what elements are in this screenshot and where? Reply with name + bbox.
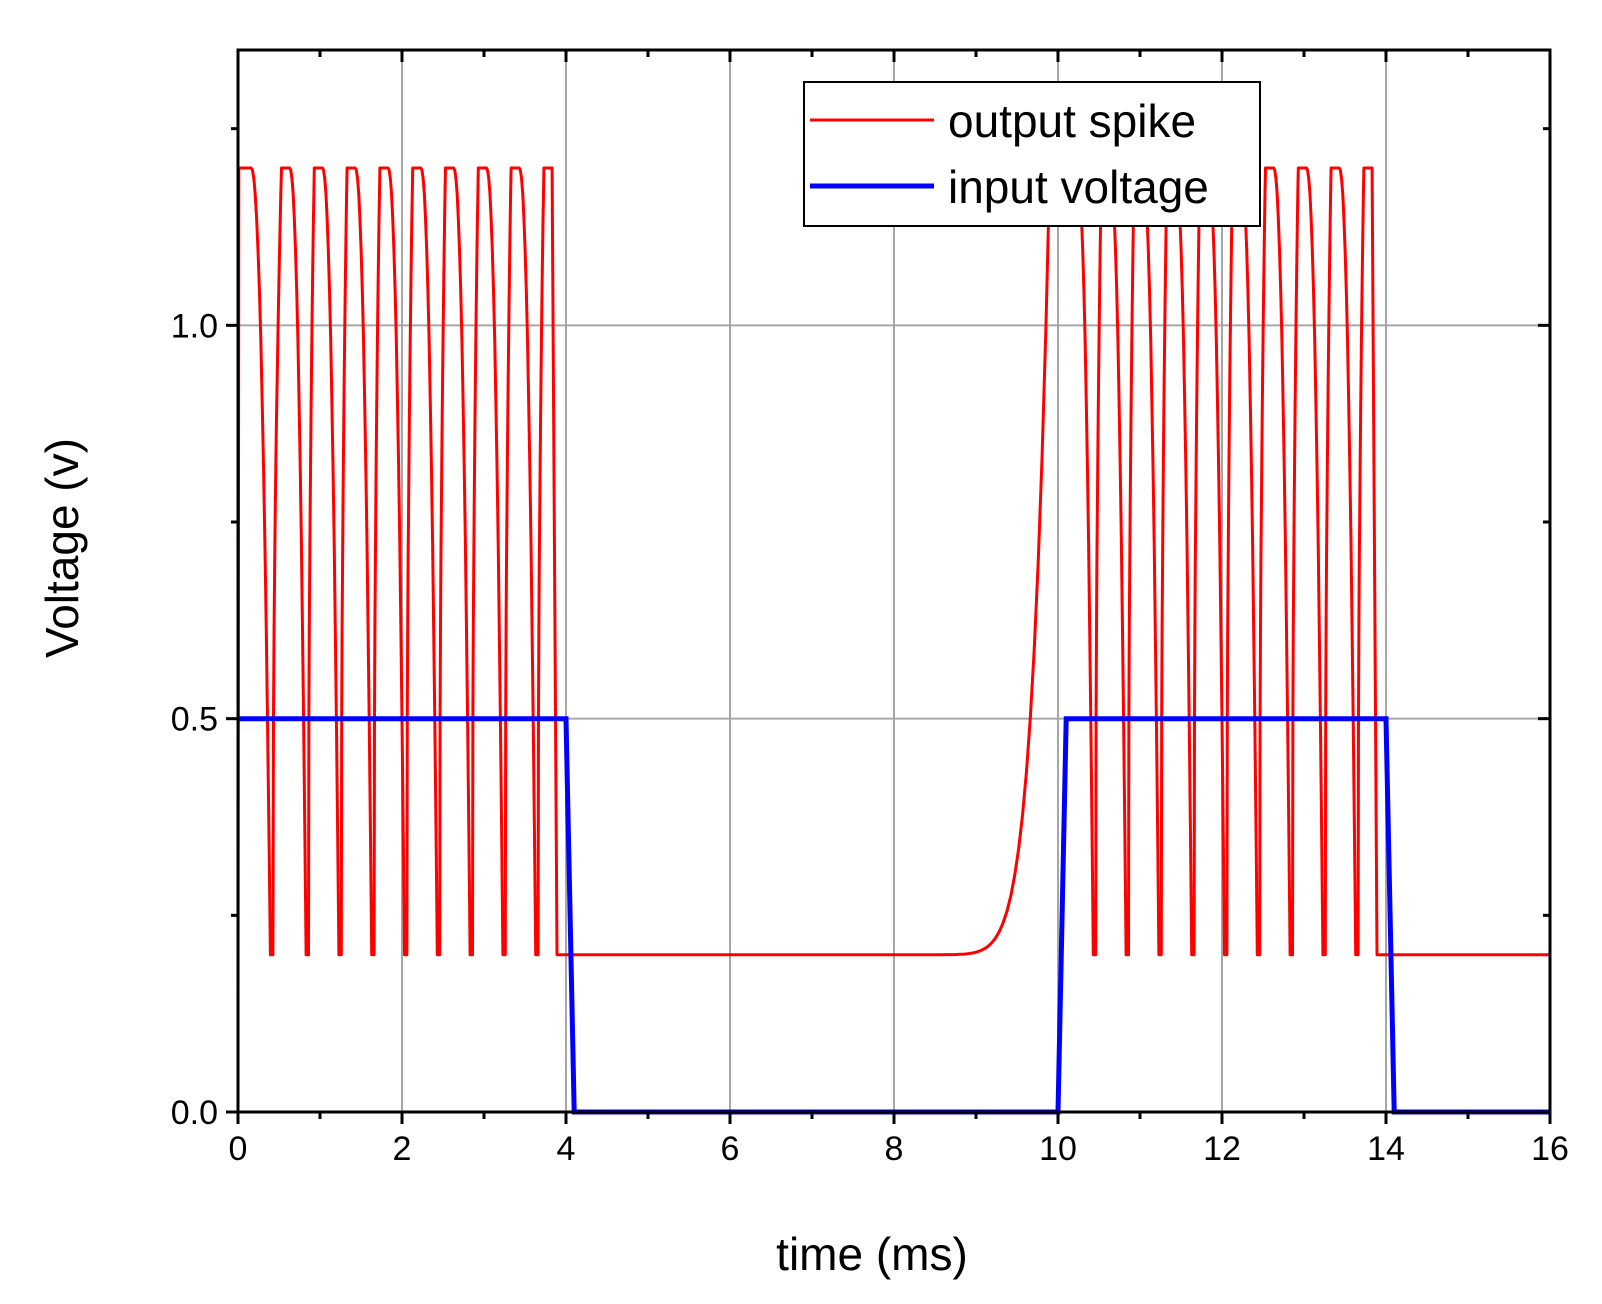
- y-tick-label: 1.0: [171, 307, 218, 345]
- x-tick-label: 14: [1367, 1130, 1405, 1168]
- legend: output spike input voltage: [803, 81, 1261, 227]
- x-tick-label: 8: [885, 1130, 904, 1168]
- legend-label-output-spike: output spike: [948, 95, 1196, 147]
- x-tick-label: 6: [721, 1130, 740, 1168]
- y-tick-label: 0.0: [171, 1094, 218, 1132]
- x-tick-label: 2: [393, 1130, 412, 1168]
- x-axis-label: time (ms): [776, 1228, 968, 1280]
- x-tick-label: 10: [1039, 1130, 1077, 1168]
- legend-label-input-voltage: input voltage: [948, 161, 1209, 213]
- x-tick-label: 0: [229, 1130, 248, 1168]
- axes: [226, 48, 1552, 1124]
- y-tick-label: 0.5: [171, 701, 218, 739]
- tick-labels: 0 2 4 6 8 10 12 14 16 0.0 0.5 1.0: [171, 307, 1569, 1168]
- series-line-output-spike: [236, 166, 1550, 1018]
- x-tick-label: 12: [1203, 1130, 1241, 1168]
- series-layer: [236, 166, 1550, 1115]
- legend-box: [803, 81, 1261, 227]
- y-axis-label: Voltage (v): [36, 438, 88, 658]
- series-line-input-voltage: [238, 716, 1550, 1115]
- x-tick-label: 16: [1531, 1130, 1569, 1168]
- x-tick-label: 4: [557, 1130, 576, 1168]
